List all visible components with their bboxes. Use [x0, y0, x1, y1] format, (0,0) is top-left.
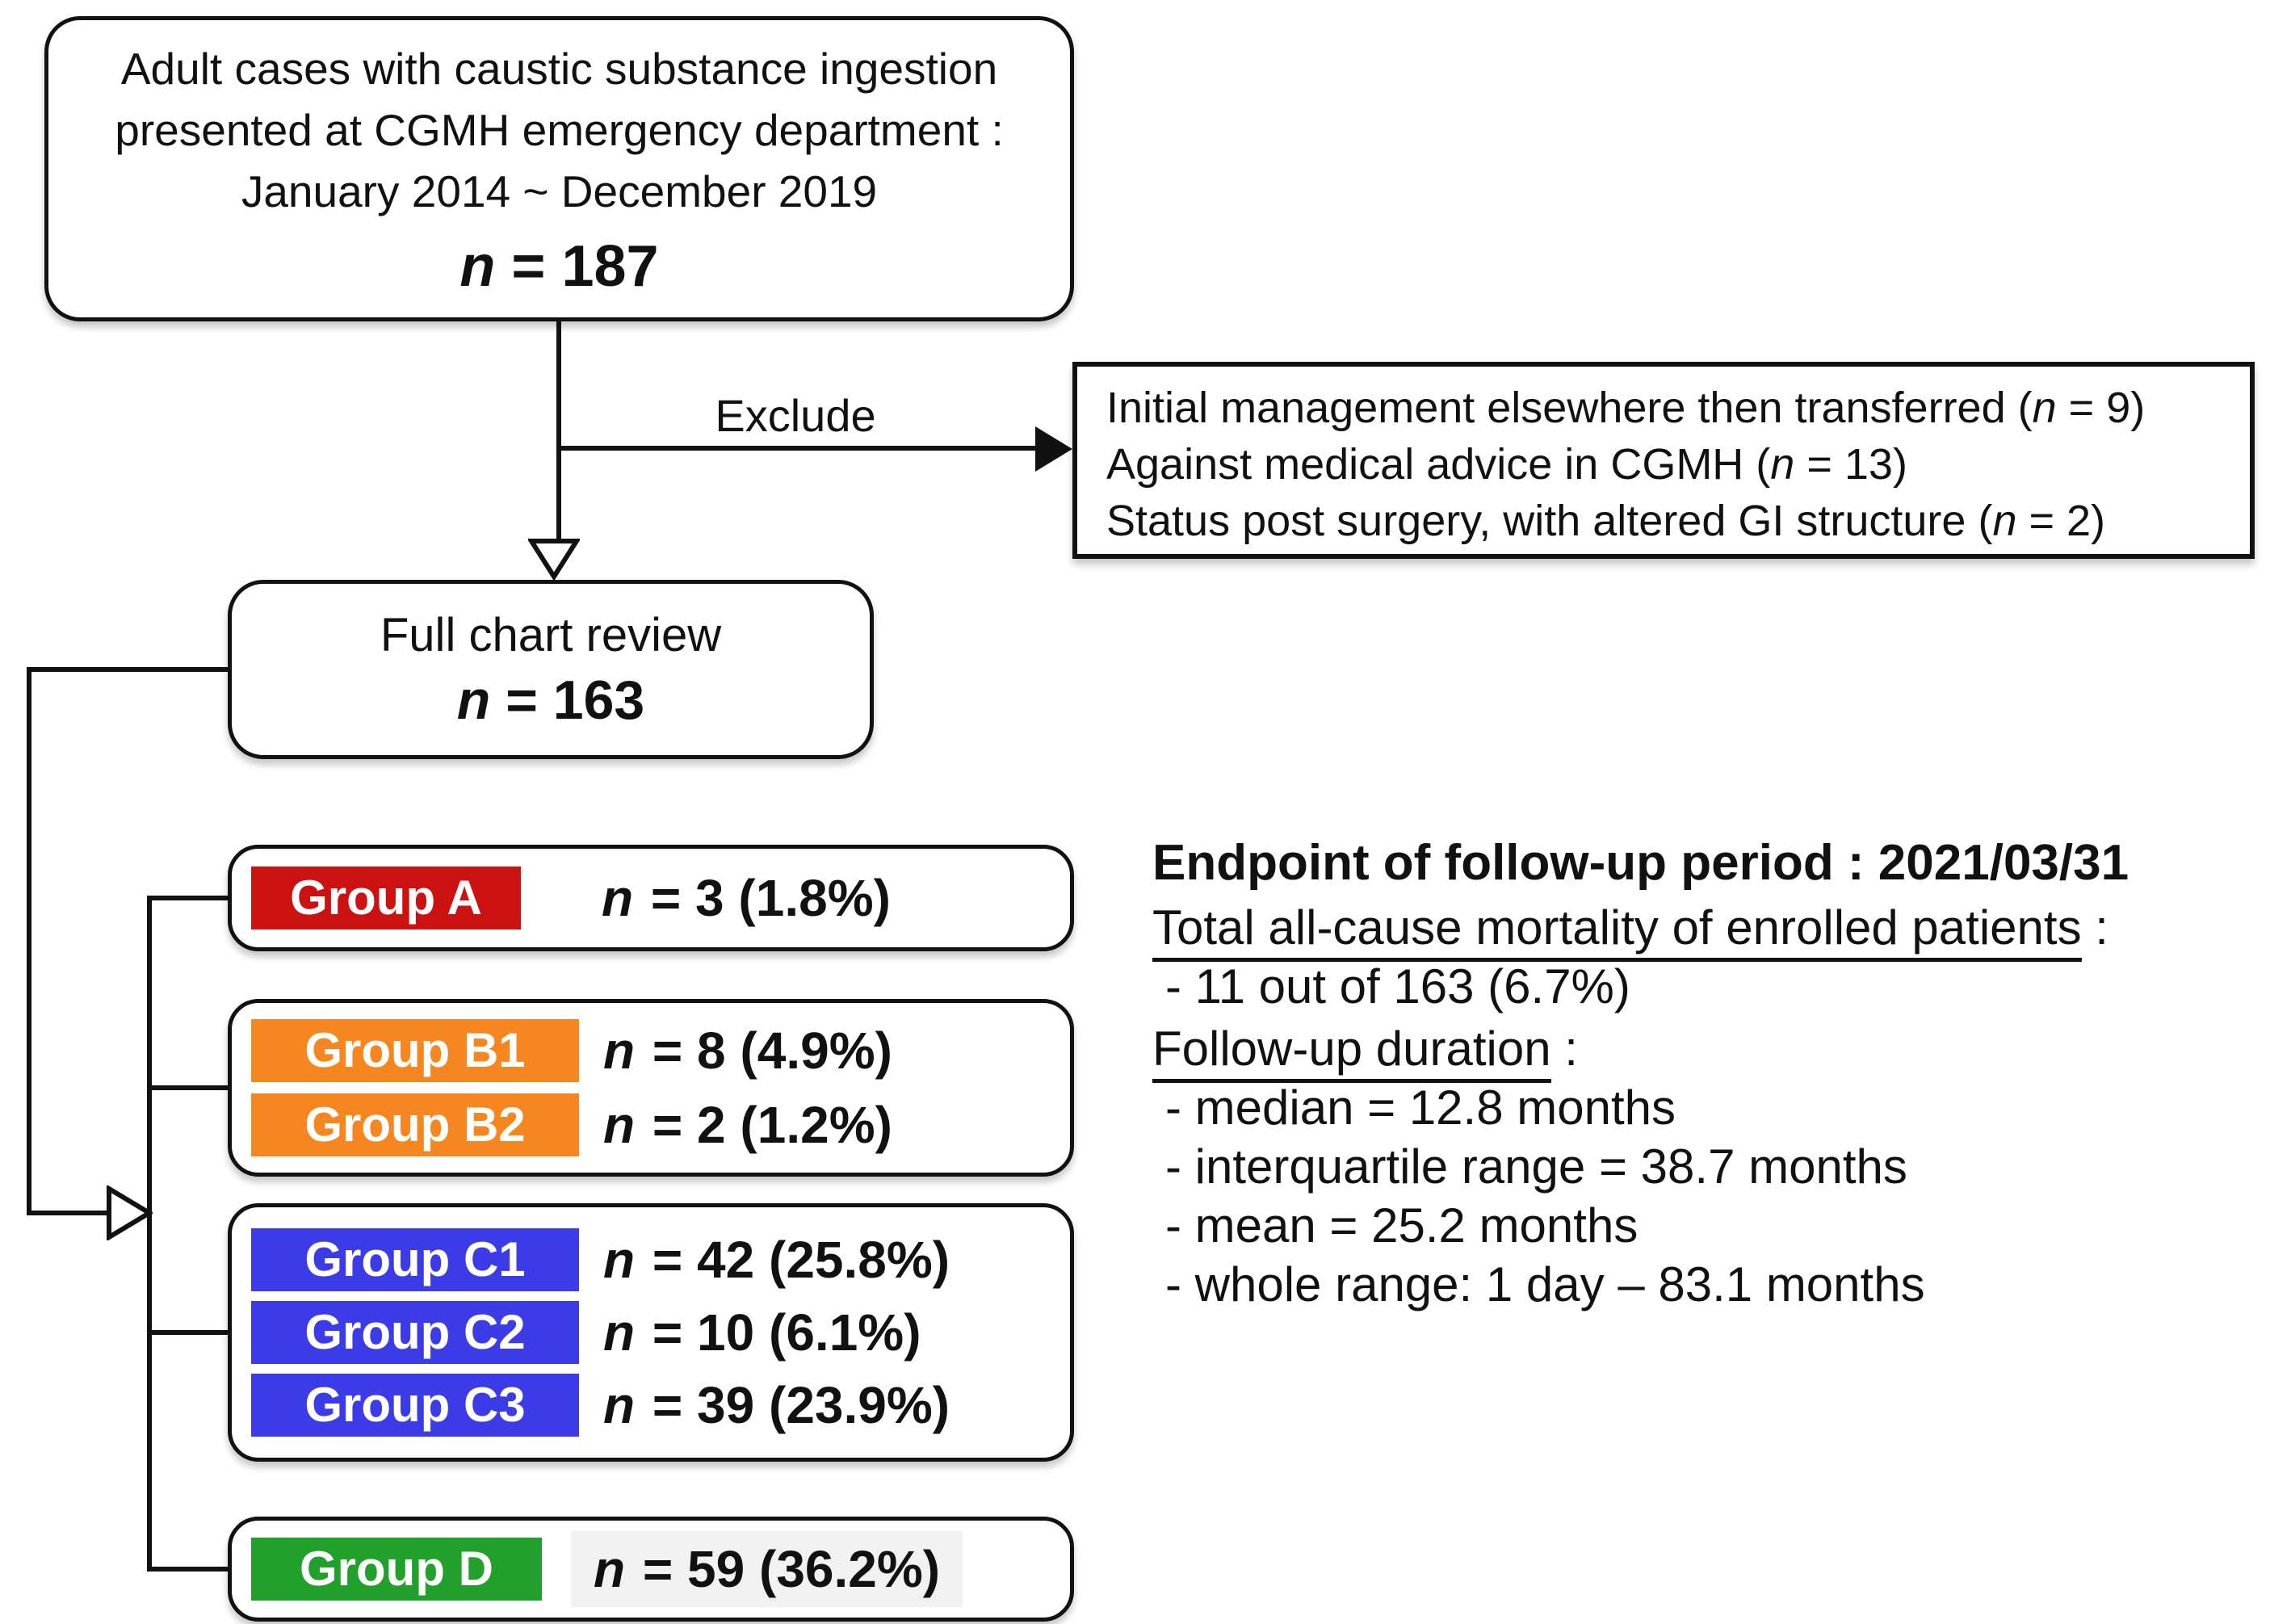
group-b2-count: n = 2 (1.2%): [603, 1096, 892, 1154]
group-d-stub-line: [147, 1567, 228, 1572]
followup-panel: Endpoint of follow-up period : 2021/03/3…: [1152, 832, 2270, 1314]
group-b-box: Group B1 n = 8 (4.9%) Group B2 n = 2 (1.…: [228, 999, 1074, 1177]
group-c3-badge: Group C3: [251, 1374, 579, 1437]
loop-line-left-vertical: [27, 667, 31, 1215]
loop-line-bottom-horizontal: [27, 1211, 107, 1215]
top-box-line: Adult cases with caustic substance inges…: [120, 44, 998, 94]
group-c-stub-line: [147, 1330, 228, 1335]
branch-arrow-icon: [107, 1185, 153, 1240]
group-spine-line: [147, 896, 152, 1572]
top-box: Adult cases with caustic substance inges…: [44, 16, 1074, 321]
exclusion-item: Initial management elsewhere then transf…: [1106, 384, 2146, 432]
duration-item: - median = 12.8 months: [1165, 1081, 1676, 1135]
group-c-box: Group C1 n = 42 (25.8%) Group C2 n = 10 …: [228, 1203, 1074, 1462]
main-vertical-line: [556, 321, 561, 539]
group-a-stub-line: [147, 896, 228, 900]
duration-item: - whole range: 1 day – 83.1 months: [1165, 1257, 1925, 1311]
group-b1-row: Group B1 n = 8 (4.9%): [251, 1019, 1070, 1082]
group-d-row: Group D n = 59 (36.2%): [251, 1531, 1070, 1607]
review-box-title: Full chart review: [380, 609, 722, 661]
exclude-arrow-icon: [1035, 426, 1072, 472]
mortality-label-line: Total all-cause mortality of enrolled pa…: [1152, 898, 2270, 962]
group-b2-badge: Group B2: [251, 1093, 579, 1156]
loop-line-top-horizontal: [29, 667, 228, 672]
mortality-value: - 11 out of 163 (6.7%): [1165, 959, 1630, 1013]
exclude-label: Exclude: [715, 390, 876, 441]
group-c3-count: n = 39 (23.9%): [603, 1376, 950, 1434]
duration-label: Follow-up duration: [1152, 1022, 1551, 1083]
group-c2-row: Group C2 n = 10 (6.1%): [251, 1301, 1070, 1364]
top-box-line: presented at CGMH emergency department :: [115, 105, 1004, 155]
group-b-stub-line: [147, 1085, 228, 1090]
duration-label-line: Follow-up duration :: [1152, 1019, 2270, 1083]
group-a-row: Group A n = 3 (1.8%): [251, 867, 1070, 929]
group-c1-badge: Group C1: [251, 1228, 579, 1291]
group-b1-count: n = 8 (4.9%): [603, 1022, 892, 1080]
group-c2-badge: Group C2: [251, 1301, 579, 1364]
review-box-count: n = 163: [456, 669, 645, 731]
group-a-badge: Group A: [251, 867, 521, 929]
group-d-box: Group D n = 59 (36.2%): [228, 1517, 1074, 1622]
group-b2-row: Group B2 n = 2 (1.2%): [251, 1093, 1070, 1156]
review-box: Full chart review n = 163: [228, 580, 874, 759]
exclusion-item: Status post surgery, with altered GI str…: [1106, 497, 2106, 545]
group-b1-badge: Group B1: [251, 1019, 579, 1082]
group-a-box: Group A n = 3 (1.8%): [228, 845, 1074, 951]
top-box-line: January 2014 ~ December 2019: [241, 166, 878, 216]
exclusion-item: Against medical advice in CGMH (n = 13): [1106, 440, 1907, 489]
group-c1-row: Group C1 n = 42 (25.8%): [251, 1228, 1070, 1291]
group-c2-count: n = 10 (6.1%): [603, 1303, 921, 1362]
group-d-count: n = 59 (36.2%): [571, 1531, 963, 1607]
group-a-count: n = 3 (1.8%): [602, 869, 891, 927]
followup-heading: Endpoint of follow-up period : 2021/03/3…: [1152, 835, 2129, 891]
top-box-count: n = 187: [459, 234, 659, 299]
duration-item: - interquartile range = 38.7 months: [1165, 1139, 1907, 1194]
mortality-label: Total all-cause mortality of enrolled pa…: [1152, 900, 2082, 962]
group-c1-count: n = 42 (25.8%): [603, 1231, 950, 1289]
down-arrow-icon: [528, 539, 580, 580]
group-c3-row: Group C3 n = 39 (23.9%): [251, 1374, 1070, 1437]
duration-item: - mean = 25.2 months: [1165, 1198, 1639, 1253]
group-d-badge: Group D: [251, 1538, 542, 1601]
exclude-branch-line: [556, 446, 1037, 451]
exclusion-box: Initial management elsewhere then transf…: [1072, 362, 2255, 559]
